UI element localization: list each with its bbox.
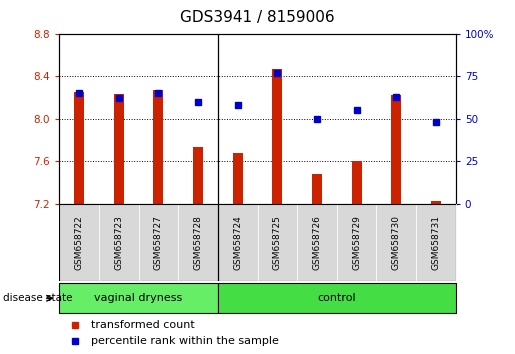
- Bar: [153, 90, 163, 204]
- Bar: [99, 204, 139, 281]
- Bar: [59, 283, 218, 313]
- Text: percentile rank within the sample: percentile rank within the sample: [91, 336, 279, 346]
- Text: GSM658727: GSM658727: [154, 215, 163, 270]
- Text: disease state: disease state: [3, 293, 72, 303]
- Bar: [139, 204, 178, 281]
- Bar: [297, 204, 337, 281]
- Text: GSM658730: GSM658730: [392, 215, 401, 270]
- Bar: [114, 94, 124, 204]
- Bar: [376, 204, 416, 281]
- Bar: [337, 204, 376, 281]
- Bar: [391, 95, 401, 204]
- Bar: [312, 174, 322, 204]
- Text: GSM658726: GSM658726: [313, 215, 321, 270]
- Bar: [258, 204, 297, 281]
- Text: transformed count: transformed count: [91, 320, 195, 330]
- Text: GSM658723: GSM658723: [114, 215, 123, 270]
- Bar: [352, 161, 362, 204]
- Bar: [218, 283, 456, 313]
- Text: GSM658729: GSM658729: [352, 215, 361, 270]
- Bar: [59, 204, 99, 281]
- Text: vaginal dryness: vaginal dryness: [94, 293, 183, 303]
- Bar: [74, 92, 84, 204]
- Text: GSM658728: GSM658728: [194, 215, 202, 270]
- Bar: [233, 153, 243, 204]
- Text: control: control: [317, 293, 356, 303]
- Bar: [272, 69, 282, 204]
- Text: GSM658724: GSM658724: [233, 215, 242, 270]
- Text: GSM658725: GSM658725: [273, 215, 282, 270]
- Bar: [178, 204, 218, 281]
- Text: GSM658731: GSM658731: [432, 215, 440, 270]
- Text: GSM658722: GSM658722: [75, 215, 83, 270]
- Bar: [218, 204, 258, 281]
- Bar: [193, 147, 203, 204]
- Bar: [431, 201, 441, 204]
- Bar: [416, 204, 456, 281]
- Text: GDS3941 / 8159006: GDS3941 / 8159006: [180, 10, 335, 25]
